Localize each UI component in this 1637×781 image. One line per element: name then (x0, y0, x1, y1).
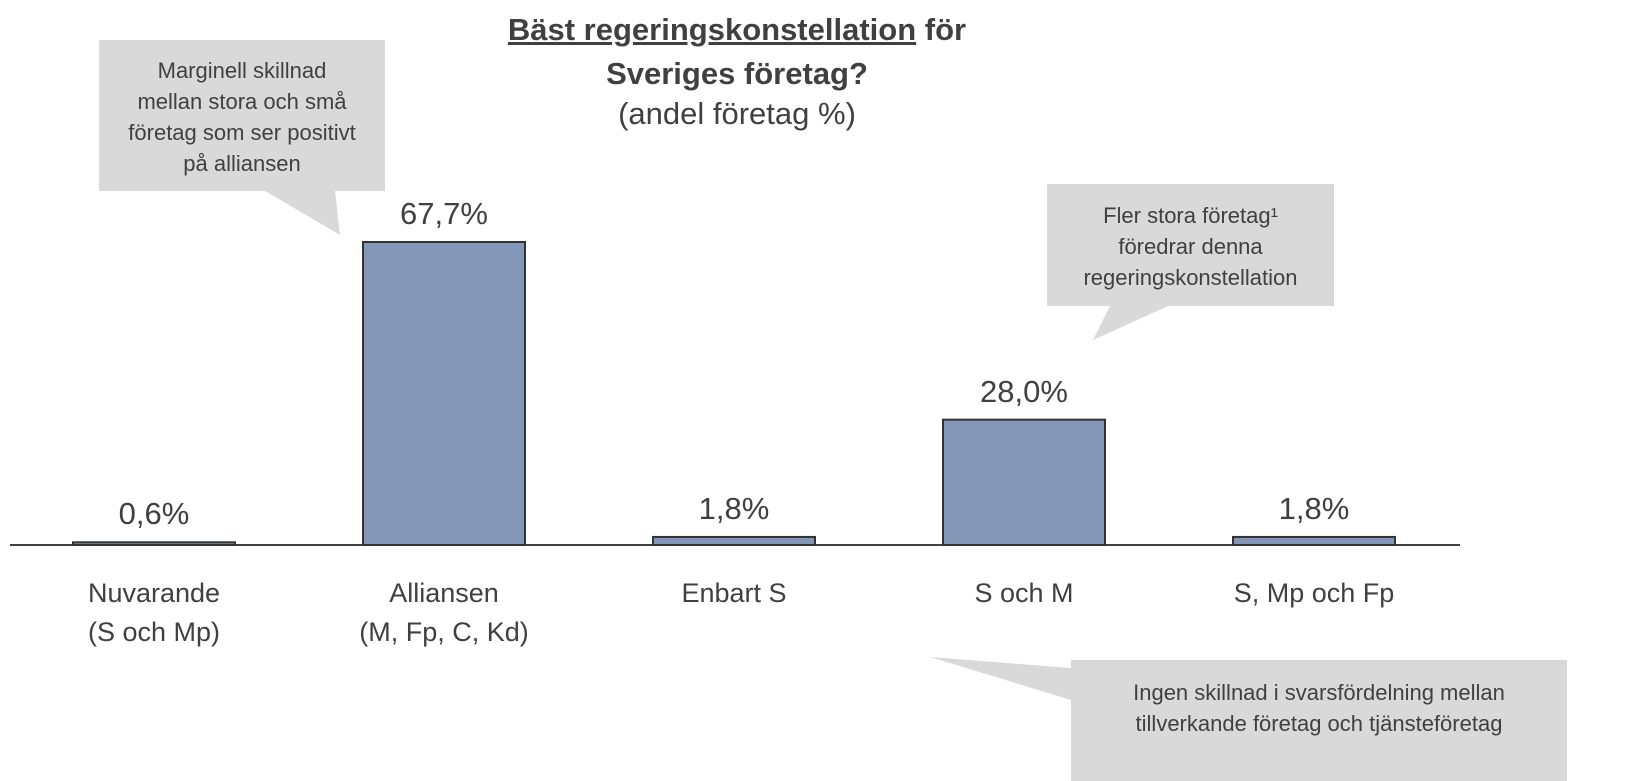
bar (362, 241, 526, 546)
x-tick-label: S och M (974, 578, 1074, 608)
callout-tail (1093, 306, 1168, 340)
callout-box (1047, 184, 1334, 306)
value-label: 67,7% (400, 196, 488, 231)
bar (72, 541, 236, 547)
value-label: 1,8% (698, 490, 770, 526)
chart-title: Bäst regeringskonstellation för Sveriges … (0, 8, 1474, 96)
x-tick-label: S, Mp och Fp (1233, 578, 1395, 608)
annotation: Marginell skillnad mellan stora och små … (128, 58, 356, 176)
annotation: Fler stora företag¹ föredrar denna reger… (1083, 203, 1298, 290)
x-tick-label: Nuvarande (S och Mp) (87, 578, 221, 647)
callout-box (1071, 660, 1567, 781)
callout-tail (930, 657, 1071, 700)
x-tick-label: Enbart S (681, 578, 787, 608)
annotation: Ingen skillnad i svarsfördelning mellan … (1133, 680, 1505, 736)
callout-box (99, 40, 385, 191)
value-label: 1,8% (1278, 490, 1350, 526)
title-part: för (924, 12, 967, 47)
callout-tail (265, 191, 340, 235)
title-part: Bäst regeringskonstellation (507, 12, 917, 47)
bar (1232, 535, 1396, 546)
bar (652, 535, 816, 546)
bar (942, 418, 1106, 547)
value-label: 28,0% (980, 373, 1068, 409)
chart-subtitle: (andel företag %) (618, 96, 856, 131)
value-label: 0,6% (118, 496, 190, 532)
x-tick-label: Alliansen (M, Fp, C, Kd) (359, 578, 529, 647)
title-part: Sveriges företag? (606, 56, 868, 91)
